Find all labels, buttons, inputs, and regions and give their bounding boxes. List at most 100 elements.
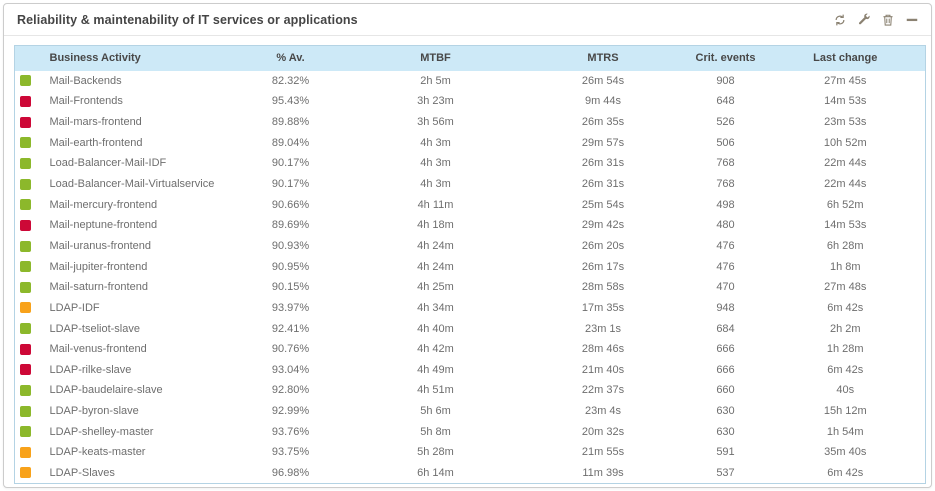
column-header-crit-events[interactable]: Crit. events xyxy=(685,45,766,71)
business-activity-cell: LDAP-rilke-slave xyxy=(49,363,132,376)
trash-icon[interactable] xyxy=(881,13,895,27)
availability-cell: 90.17% xyxy=(271,157,310,170)
crit-events-cell: 630 xyxy=(716,425,735,438)
table-row[interactable]: Load-Balancer-Mail-Virtualservice 90.17%… xyxy=(15,174,926,195)
table-row[interactable]: Mail-earth-frontend 89.04% 4h 3m 29m 57s… xyxy=(15,132,926,153)
status-icon xyxy=(20,446,31,458)
business-activity-cell: Mail-uranus-frontend xyxy=(49,239,152,252)
last-change-cell: 10h 52m xyxy=(823,136,867,149)
mtbf-cell: 4h 24m xyxy=(417,239,454,252)
crit-events-cell: 476 xyxy=(716,239,735,252)
widget-body: Business Activity % Av. MTBF MTRS Crit. … xyxy=(4,36,931,487)
status-icon xyxy=(20,426,31,438)
last-change-cell: 14m 53s xyxy=(824,95,867,108)
mtbf-cell: 6h 14m xyxy=(417,466,454,479)
crit-events-cell: 476 xyxy=(716,260,735,273)
column-header-last-change[interactable]: Last change xyxy=(765,45,926,71)
last-change-cell: 2h 2m xyxy=(829,322,861,335)
crit-events-cell: 591 xyxy=(716,446,735,459)
reliability-table: Business Activity % Av. MTBF MTRS Crit. … xyxy=(14,45,926,484)
table-row[interactable]: Mail-venus-frontend 90.76% 4h 42m 28m 46… xyxy=(15,339,926,360)
column-header-availability[interactable]: % Av. xyxy=(230,45,351,71)
table-row[interactable]: Mail-jupiter-frontend 90.95% 4h 24m 26m … xyxy=(15,256,926,277)
table-row[interactable]: LDAP-baudelaire-slave 92.80% 4h 51m 22m … xyxy=(15,380,926,401)
mtbf-cell: 2h 5m xyxy=(420,74,451,87)
column-header-mtrs[interactable]: MTRS xyxy=(520,45,686,71)
minimize-icon[interactable] xyxy=(905,13,919,27)
mtrs-cell: 26m 20s xyxy=(581,239,625,252)
mtrs-cell: 21m 40s xyxy=(581,363,625,376)
mtbf-cell: 3h 56m xyxy=(417,116,454,129)
mtbf-cell: 4h 18m xyxy=(417,219,454,232)
crit-events-cell: 480 xyxy=(716,219,735,232)
table-row[interactable]: LDAP-tseliot-slave 92.41% 4h 40m 23m 1s … xyxy=(15,318,926,339)
refresh-icon[interactable] xyxy=(833,13,847,27)
mtrs-cell: 26m 54s xyxy=(581,74,625,87)
mtbf-cell: 4h 11m xyxy=(417,198,454,211)
status-icon xyxy=(20,199,31,211)
last-change-cell: 1h 8m xyxy=(829,260,861,273)
business-activity-cell: Mail-mars-frontend xyxy=(49,116,142,129)
mtrs-cell: 25m 54s xyxy=(581,198,625,211)
table-row[interactable]: LDAP-shelley-master 93.76% 5h 8m 20m 32s… xyxy=(15,421,926,442)
reliability-widget: Reliability & maintenability of IT servi… xyxy=(3,3,932,488)
business-activity-cell: LDAP-Slaves xyxy=(49,466,115,479)
mtbf-cell: 3h 23m xyxy=(417,95,454,108)
crit-events-cell: 768 xyxy=(716,178,735,191)
mtrs-cell: 26m 17s xyxy=(581,260,625,273)
mtbf-cell: 4h 24m xyxy=(417,260,454,273)
availability-cell: 93.75% xyxy=(271,446,310,459)
status-icon xyxy=(20,261,31,273)
mtrs-cell: 23m 1s xyxy=(584,322,622,335)
availability-cell: 96.98% xyxy=(271,466,310,479)
table-row[interactable]: Mail-Frontends 95.43% 3h 23m 9m 44s 648 … xyxy=(15,91,926,112)
status-icon xyxy=(20,323,31,335)
table-row[interactable]: LDAP-rilke-slave 93.04% 4h 49m 21m 40s 6… xyxy=(15,359,926,380)
table-row[interactable]: Mail-neptune-frontend 89.69% 4h 18m 29m … xyxy=(15,215,926,236)
table-row[interactable]: Load-Balancer-Mail-IDF 90.17% 4h 3m 26m … xyxy=(15,153,926,174)
mtbf-cell: 4h 49m xyxy=(417,363,454,376)
business-activity-cell: Mail-mercury-frontend xyxy=(49,198,158,211)
availability-cell: 89.69% xyxy=(271,219,310,232)
table-row[interactable]: LDAP-keats-master 93.75% 5h 28m 21m 55s … xyxy=(15,442,926,463)
table-row[interactable]: Mail-uranus-frontend 90.93% 4h 24m 26m 2… xyxy=(15,236,926,257)
table-row[interactable]: LDAP-byron-slave 92.99% 5h 6m 23m 4s 630… xyxy=(15,401,926,422)
mtrs-cell: 26m 31s xyxy=(581,178,625,191)
last-change-cell: 15h 12m xyxy=(823,405,867,418)
table-row[interactable]: Mail-Backends 82.32% 2h 5m 26m 54s 908 2… xyxy=(15,71,926,92)
availability-cell: 92.41% xyxy=(271,322,310,335)
wrench-icon[interactable] xyxy=(857,13,871,27)
crit-events-cell: 537 xyxy=(716,466,735,479)
availability-cell: 92.99% xyxy=(271,405,310,418)
mtbf-cell: 4h 3m xyxy=(420,157,451,170)
table-row[interactable]: Mail-mars-frontend 89.88% 3h 56m 26m 35s… xyxy=(15,112,926,133)
availability-cell: 82.32% xyxy=(271,74,310,87)
crit-events-cell: 506 xyxy=(716,136,735,149)
mtrs-cell: 28m 58s xyxy=(581,281,625,294)
availability-cell: 90.93% xyxy=(271,239,310,252)
business-activity-cell: Load-Balancer-Mail-Virtualservice xyxy=(49,178,215,191)
mtrs-cell: 9m 44s xyxy=(584,95,622,108)
status-icon xyxy=(20,75,31,87)
column-header-business-activity[interactable]: Business Activity xyxy=(40,45,231,71)
mtbf-cell: 4h 42m xyxy=(417,343,454,356)
mtrs-cell: 29m 57s xyxy=(581,136,625,149)
status-icon xyxy=(20,405,31,417)
table-row[interactable]: Mail-saturn-frontend 90.15% 4h 25m 28m 5… xyxy=(15,277,926,298)
table-row[interactable]: Mail-mercury-frontend 90.66% 4h 11m 25m … xyxy=(15,194,926,215)
table-header-row: Business Activity % Av. MTBF MTRS Crit. … xyxy=(14,45,926,71)
availability-cell: 93.97% xyxy=(271,301,310,314)
crit-events-cell: 948 xyxy=(716,301,735,314)
mtbf-cell: 4h 3m xyxy=(420,136,451,149)
last-change-cell: 6h 28m xyxy=(826,239,864,252)
mtrs-cell: 11m 39s xyxy=(582,466,624,479)
table-row[interactable]: LDAP-Slaves 96.98% 6h 14m 11m 39s 537 6m… xyxy=(15,463,926,484)
mtrs-cell: 22m 37s xyxy=(581,384,625,397)
business-activity-cell: LDAP-byron-slave xyxy=(49,405,139,418)
column-header-mtbf[interactable]: MTBF xyxy=(350,45,521,71)
status-icon xyxy=(20,219,31,231)
last-change-cell: 6m 42s xyxy=(827,363,864,376)
crit-events-cell: 684 xyxy=(716,322,735,335)
business-activity-cell: LDAP-baudelaire-slave xyxy=(49,384,163,397)
table-row[interactable]: LDAP-IDF 93.97% 4h 34m 17m 35s 948 6m 42… xyxy=(15,298,926,319)
